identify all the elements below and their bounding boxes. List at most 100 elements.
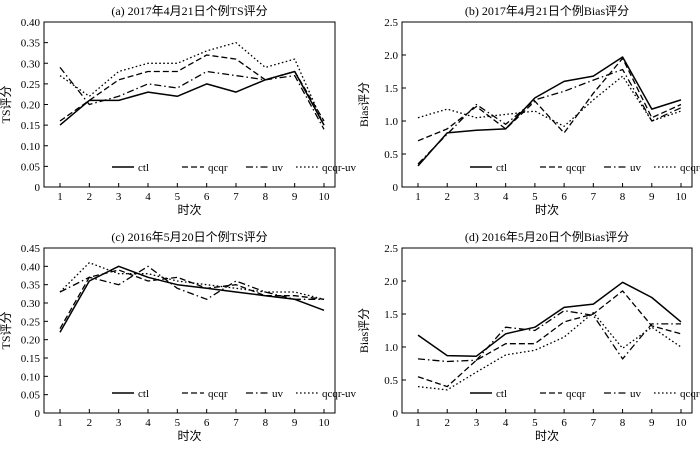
y-tick-label: 0.40 xyxy=(21,17,41,29)
y-tick-label: 0.35 xyxy=(21,280,41,292)
x-tick-label: 4 xyxy=(503,191,509,203)
x-axis-label: 时次 xyxy=(535,203,559,217)
plot-frame xyxy=(401,21,693,188)
plot-frame xyxy=(43,247,336,414)
y-tick-label: 1.0 xyxy=(384,116,398,128)
series-line-uv xyxy=(59,265,324,300)
x-tick-label: 5 xyxy=(175,417,181,429)
x-tick-label: 7 xyxy=(591,191,597,203)
y-tick-label: 0.05 xyxy=(21,390,41,402)
legend-label-qcqr-uv: qcqr-uv xyxy=(680,162,700,174)
y-tick-label: 0 xyxy=(35,408,41,420)
y-tick-label: 0.20 xyxy=(21,100,41,112)
chart-title: (d) 2016年5月20日个例Bias评分 xyxy=(465,230,629,244)
y-tick-label: 0 xyxy=(393,182,399,194)
x-tick-label: 2 xyxy=(444,417,450,429)
x-tick-label: 3 xyxy=(474,191,480,203)
series-line-qcqr-uv xyxy=(417,312,682,391)
series-line-ctl xyxy=(59,265,325,333)
series-line-qcqr xyxy=(417,290,682,388)
legend-label-uv: uv xyxy=(630,162,642,174)
x-tick-label: 7 xyxy=(591,417,597,429)
y-axis-label: TS评分 xyxy=(0,85,13,123)
legend-label-ctl: ctl xyxy=(138,162,149,174)
y-tick-label: 0.20 xyxy=(21,335,41,347)
y-tick-label: 0.45 xyxy=(21,243,41,255)
legend-label-qcqr: qcqr xyxy=(566,162,586,174)
x-tick-label: 3 xyxy=(116,191,122,203)
x-tick-label: 9 xyxy=(649,417,655,429)
legend-label-qcqr: qcqr xyxy=(566,388,586,400)
legend-label-uv: uv xyxy=(272,388,284,400)
series-line-qcqr xyxy=(417,57,682,142)
chart-panel-0: (a) 2017年4月21日个例TS评分 0 0.05 0.10 0.15 0.20 0.2… xyxy=(0,4,356,217)
x-tick-label: 4 xyxy=(503,417,509,429)
series-line-ctl xyxy=(417,56,682,167)
legend-label-ctl: ctl xyxy=(496,388,507,400)
y-axis-label: Bias评分 xyxy=(357,308,371,353)
x-tick-label: 9 xyxy=(292,417,298,429)
x-tick-label: 2 xyxy=(444,191,450,203)
chart-panel-1: (b) 2017年4月21日个例Bias评分 0 0.5 1.0 1.5 2.0 2.5 1 2… xyxy=(357,4,700,217)
series-line-uv xyxy=(417,310,681,363)
chart-title: (a) 2017年4月21日个例TS评分 xyxy=(111,4,267,18)
legend-label-qcqr-uv: qcqr-uv xyxy=(322,388,356,400)
series-line-uv xyxy=(417,68,682,165)
y-tick-label: 0.05 xyxy=(21,161,41,173)
x-axis-label: 时次 xyxy=(535,429,559,443)
y-tick-label: 2.5 xyxy=(384,17,398,29)
x-tick-label: 1 xyxy=(57,417,63,429)
y-tick-label: 0.5 xyxy=(384,149,398,161)
x-tick-label: 6 xyxy=(204,417,210,429)
x-tick-label: 9 xyxy=(649,191,655,203)
x-tick-label: 1 xyxy=(415,417,421,429)
chart-title: (c) 2016年5月20日个例TS评分 xyxy=(111,230,267,244)
y-tick-label: 2.0 xyxy=(384,276,398,288)
legend-label-uv: uv xyxy=(630,388,642,400)
x-tick-label: 6 xyxy=(561,417,567,429)
y-tick-label: 2.0 xyxy=(384,50,398,62)
x-tick-label: 5 xyxy=(532,191,538,203)
y-tick-label: 1.5 xyxy=(384,309,398,321)
y-tick-label: 2.5 xyxy=(384,243,398,255)
x-tick-label: 4 xyxy=(145,191,151,203)
chart-panel-2: (c) 2016年5月20日个例TS评分 0 0.05 0.10 0.15 0.20 0.2… xyxy=(0,230,356,443)
y-tick-label: 1.5 xyxy=(384,83,398,95)
x-tick-label: 7 xyxy=(233,191,239,203)
x-tick-label: 2 xyxy=(87,417,93,429)
x-tick-label: 8 xyxy=(620,191,626,203)
x-axis-label: 时次 xyxy=(177,429,201,443)
y-tick-label: 0.10 xyxy=(21,371,41,383)
legend-label-uv: uv xyxy=(272,162,284,174)
legend-label-qcqr-uv: qcqr-uv xyxy=(680,388,700,400)
x-tick-label: 1 xyxy=(57,191,63,203)
legend-label-qcqr-uv: qcqr-uv xyxy=(322,162,356,174)
y-tick-label: 0.15 xyxy=(21,120,41,132)
x-tick-label: 6 xyxy=(204,191,210,203)
series-line-uv xyxy=(59,66,325,130)
x-tick-label: 3 xyxy=(116,417,122,429)
y-tick-label: 0.25 xyxy=(21,79,41,91)
y-tick-label: 0.30 xyxy=(21,298,41,310)
legend-label-qcqr: qcqr xyxy=(208,162,228,174)
x-tick-label: 2 xyxy=(87,191,93,203)
x-tick-label: 10 xyxy=(319,191,331,203)
series-line-qcqr-uv xyxy=(59,262,325,300)
x-tick-label: 5 xyxy=(532,417,538,429)
x-tick-label: 10 xyxy=(319,417,331,429)
y-tick-label: 0.30 xyxy=(21,58,41,70)
x-tick-label: 10 xyxy=(676,191,688,203)
x-tick-label: 9 xyxy=(292,191,298,203)
legend-label-ctl: ctl xyxy=(496,162,507,174)
y-axis-label: Bias评分 xyxy=(357,82,371,127)
chart-panel-3: (d) 2016年5月20日个例Bias评分 0 0.5 1.0 1.5 2.0 2.5 1 2… xyxy=(357,230,700,443)
x-tick-label: 8 xyxy=(263,191,269,203)
legend-label-ctl: ctl xyxy=(138,388,149,400)
x-axis-label: 时次 xyxy=(177,203,201,217)
x-tick-label: 10 xyxy=(676,417,688,429)
plot-frame xyxy=(401,247,693,414)
series-line-qcqr xyxy=(59,54,325,122)
plot-frame xyxy=(43,21,336,188)
y-tick-label: 0.40 xyxy=(21,261,41,273)
